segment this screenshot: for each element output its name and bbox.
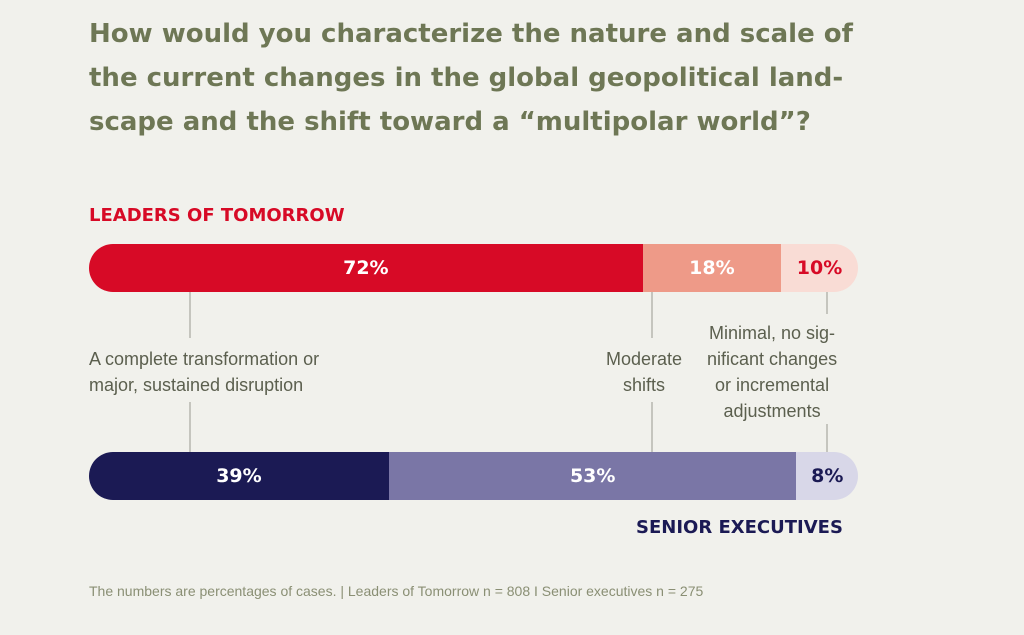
title-line: scape and the shift toward a “multipolar… <box>89 107 811 137</box>
connector-line <box>651 402 653 452</box>
category-label-line: Moderate <box>606 349 683 369</box>
category-label-line: major, sustained disruption <box>89 375 304 395</box>
category-label-line: shifts <box>623 375 666 395</box>
bar-segment: 72% <box>89 244 643 292</box>
category-label-line: or incremental <box>715 375 830 395</box>
category-label-line: A complete transformation or <box>89 349 320 369</box>
bar-segment: 39% <box>89 452 389 500</box>
connector-line <box>826 292 828 314</box>
bar-segment: 10% <box>781 244 858 292</box>
bar-senior-executives: 39% 53% 8% <box>89 452 858 500</box>
connector-line <box>189 292 191 338</box>
series-label-senior-executives: SENIOR EXECUTIVES <box>636 517 843 538</box>
chart-title: How would you characterize the nature an… <box>89 12 853 144</box>
title-line: the current changes in the global geopol… <box>89 63 844 93</box>
connector-line <box>189 402 191 452</box>
footnote: The numbers are percentages of cases. | … <box>89 583 704 599</box>
connector-line <box>826 424 828 452</box>
category-label-line: Minimal, no sig- <box>709 323 836 343</box>
category-label-minimal-changes: Minimal, no sig- nificant changes or inc… <box>707 320 837 424</box>
bar-segment: 53% <box>388 452 797 500</box>
bar-leaders-of-tomorrow: 72% 18% 10% <box>89 244 858 292</box>
category-label-line: nificant changes <box>707 349 838 369</box>
category-label-moderate-shifts: Moderate shifts <box>606 346 682 398</box>
series-label-leaders-of-tomorrow: LEADERS OF TOMORROW <box>89 205 345 226</box>
bar-segment: 8% <box>796 452 858 500</box>
title-line: How would you characterize the nature an… <box>89 19 853 49</box>
connector-line <box>651 292 653 338</box>
bar-segment: 18% <box>642 244 782 292</box>
category-label-complete-transformation: A complete transformation or major, sust… <box>89 346 319 398</box>
category-label-line: adjustments <box>723 401 821 421</box>
